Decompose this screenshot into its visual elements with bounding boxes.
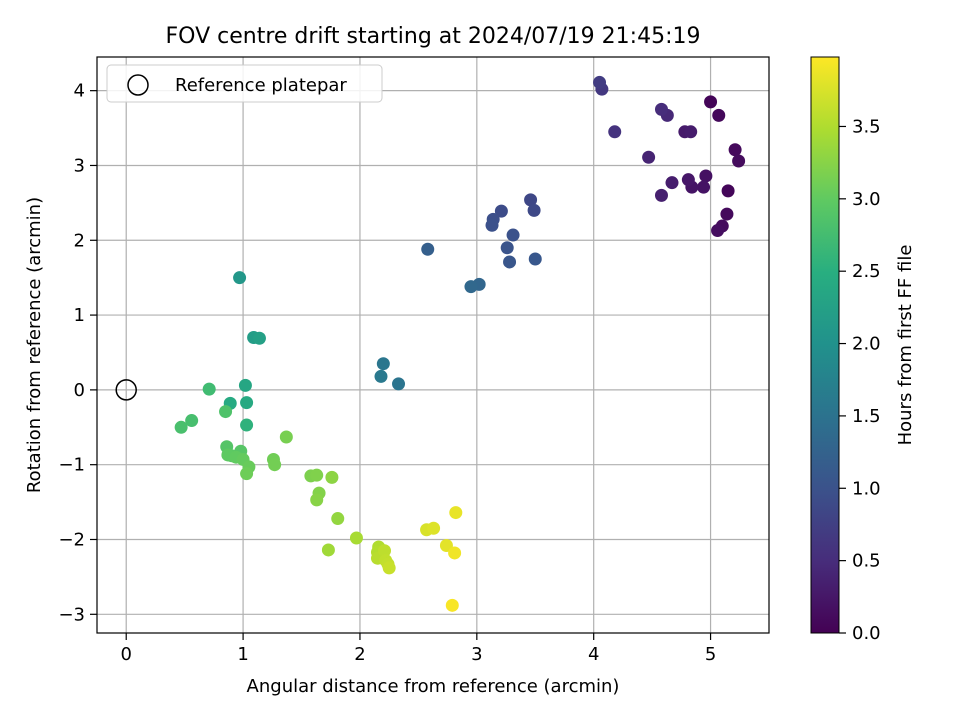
data-point (331, 512, 345, 526)
data-point (485, 218, 499, 232)
data-point (174, 420, 188, 434)
y-tick-label: −3 (58, 604, 85, 625)
data-point (524, 193, 538, 207)
data-point (445, 598, 459, 612)
y-tick-label: −2 (58, 529, 85, 550)
data-point (427, 521, 441, 535)
data-point (219, 405, 233, 419)
colorbar-tick-label: 2.0 (852, 334, 881, 355)
data-point (448, 546, 462, 560)
data-point (720, 207, 734, 221)
data-point (500, 241, 514, 255)
data-point (593, 75, 607, 89)
colorbar-tick-label: 0.5 (852, 551, 881, 572)
legend-marker-reference (127, 74, 149, 96)
y-tick-label: 2 (74, 230, 85, 251)
plot-frame (96, 56, 770, 634)
y-axis-label: Rotation from reference (arcmin) (24, 197, 45, 493)
data-point (711, 224, 725, 238)
data-point (376, 357, 390, 371)
data-point (279, 430, 293, 444)
data-point (721, 184, 735, 198)
legend-label-reference: Reference platepar (175, 75, 347, 96)
data-point (449, 506, 463, 520)
data-point (252, 331, 266, 345)
data-point (240, 418, 254, 432)
colorbar: 0.0 0.5 1.0 1.5 2.0 2.5 3.0 3.5 Hours from firs… (810, 56, 916, 644)
x-axis-ticks: 0 1 2 3 4 5 (120, 633, 716, 665)
y-tick-label: 3 (74, 155, 85, 176)
colorbar-tick-label: 0.0 (852, 623, 881, 644)
data-point (240, 396, 254, 410)
y-tick-label: 0 (74, 380, 85, 401)
legend-box (106, 64, 383, 103)
y-tick-label: −1 (58, 455, 85, 476)
data-point (377, 544, 391, 558)
data-point (310, 493, 324, 507)
data-point (185, 414, 199, 428)
data-point (699, 169, 713, 183)
data-point (503, 255, 517, 269)
x-tick-label: 4 (588, 644, 599, 665)
data-point (382, 561, 396, 575)
x-tick-label: 3 (471, 644, 482, 665)
data-point (642, 150, 656, 164)
chart-title: FOV centre drift starting at 2024/07/19 … (166, 24, 701, 49)
colorbar-tick-label: 3.0 (852, 189, 881, 210)
x-tick-label: 2 (354, 644, 365, 665)
data-point (608, 125, 622, 139)
legend: Reference platepar (106, 64, 383, 103)
data-point (233, 271, 247, 285)
data-point (681, 173, 695, 187)
data-point (464, 280, 478, 294)
y-tick-label: 1 (74, 305, 85, 326)
x-tick-label: 0 (120, 644, 131, 665)
data-point (321, 543, 335, 557)
x-tick-label: 1 (237, 644, 248, 665)
y-tick-label: 4 (74, 81, 85, 102)
data-point (728, 143, 742, 157)
colorbar-tick-label: 1.5 (852, 406, 881, 427)
y-axis-ticks: −3 −2 −1 0 1 2 3 4 (58, 81, 97, 625)
data-point (654, 188, 668, 202)
data-point (654, 102, 668, 116)
data-point (421, 242, 435, 256)
grid-lines (97, 57, 769, 633)
data-point (712, 108, 726, 122)
data-point (527, 203, 541, 217)
colorbar-ticks: 0.0 0.5 1.0 1.5 2.0 2.5 3.0 3.5 (839, 116, 881, 644)
x-tick-label: 5 (705, 644, 716, 665)
data-point (374, 369, 388, 383)
colorbar-tick-label: 2.5 (852, 261, 881, 282)
data-point (697, 180, 711, 194)
data-point (665, 176, 679, 190)
data-point (494, 204, 508, 218)
data-point (392, 377, 406, 391)
reference-platepar-marker (115, 379, 137, 401)
data-point (202, 382, 216, 396)
data-point (704, 95, 718, 109)
data-point (349, 531, 363, 545)
data-point (732, 154, 746, 168)
data-points (115, 75, 746, 612)
data-point (238, 378, 252, 392)
colorbar-gradient (810, 56, 840, 634)
data-point (506, 228, 520, 242)
data-point (268, 458, 282, 472)
x-axis-label: Angular distance from reference (arcmin) (247, 676, 620, 697)
colorbar-label: Hours from first FF file (895, 245, 916, 446)
colorbar-tick-label: 1.0 (852, 478, 881, 499)
data-point (684, 125, 698, 139)
data-point (310, 468, 324, 482)
data-point (325, 470, 339, 484)
data-point (240, 467, 254, 481)
colorbar-tick-label: 3.5 (852, 116, 881, 137)
data-point (528, 252, 542, 266)
